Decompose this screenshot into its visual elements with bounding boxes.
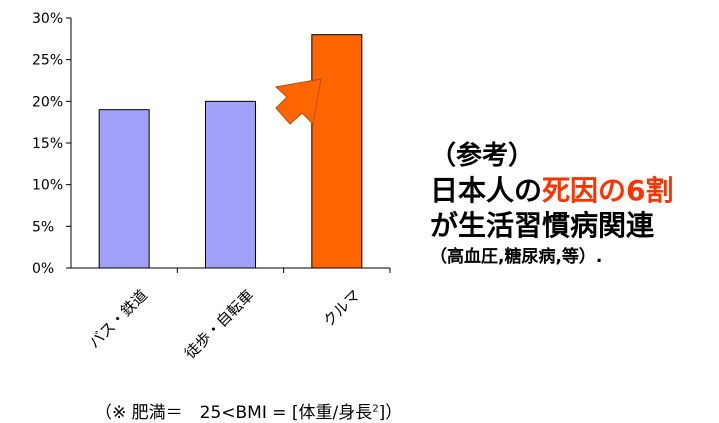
y-tick-label: 30%	[32, 11, 63, 27]
y-tick-label: 25%	[32, 53, 63, 69]
chart-bars	[98, 34, 363, 269]
y-tick-labels: 0% 5% 10% 15% 20% 25% 30%	[32, 11, 63, 277]
x-category-label: クルマ	[319, 286, 363, 330]
note-line-4: （高血圧,糖尿病,等）.	[430, 246, 603, 267]
y-tick-label: 5%	[32, 219, 54, 235]
note-highlight: 死因の6割	[542, 173, 674, 207]
arrow-icon	[274, 78, 322, 126]
bar	[205, 100, 256, 269]
y-tick-label: 15%	[32, 136, 63, 152]
bar	[98, 109, 150, 269]
note-line-2: 日本人の死因の6割	[430, 173, 674, 207]
x-category-label: バス・鉄道	[85, 286, 151, 352]
note-line-3: が生活習慣病関連	[430, 208, 655, 242]
y-tick-label: 0%	[32, 261, 54, 277]
x-category-labels: バス・鉄道 徒歩・自転車 クルマ	[85, 286, 363, 362]
reference-note: （参考） 日本人の死因の6割 が生活習慣病関連 （高血圧,糖尿病,等）.	[430, 140, 674, 268]
bmi-footnote: （※ 肥満＝ 25<BMI = [体重/身長2]）	[95, 403, 403, 423]
note-heading: （参考）	[430, 141, 535, 171]
bar	[311, 34, 363, 269]
y-tick-label: 10%	[32, 178, 63, 194]
y-tick-label: 20%	[32, 94, 63, 110]
x-category-label: 徒歩・自転車	[181, 286, 257, 362]
